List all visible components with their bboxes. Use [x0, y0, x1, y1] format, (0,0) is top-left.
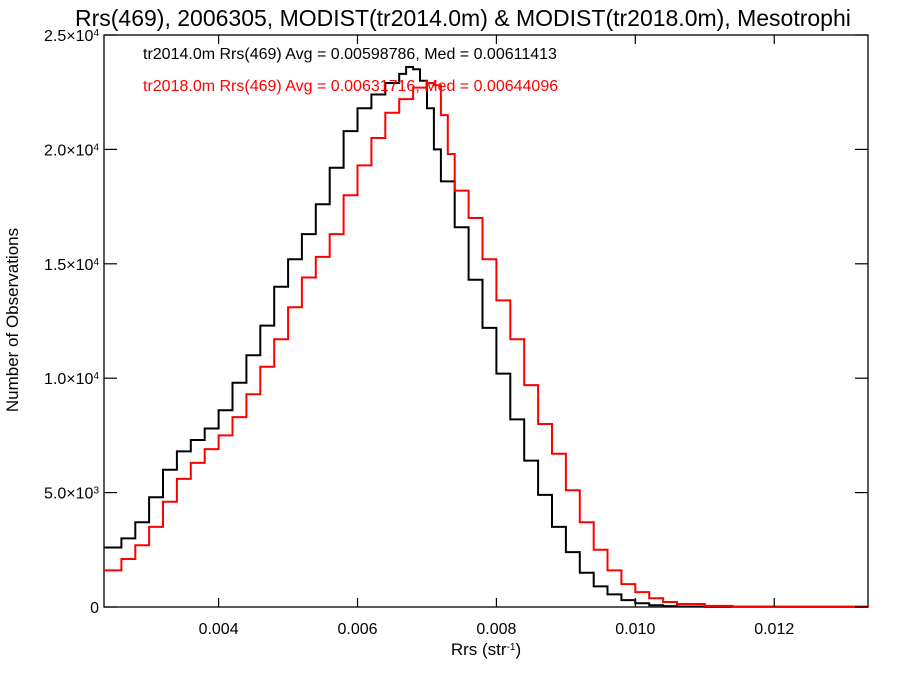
x-tick-label: 0.006 [337, 621, 377, 638]
legend-entry-tr2018: tr2018.0m Rrs(469) Avg = 0.00631716, Med… [143, 78, 558, 95]
series-line-0 [104, 66, 869, 608]
x-tick-label: 0.008 [476, 621, 516, 638]
y-tick-label: 1.5×104 [44, 256, 99, 274]
series-line-1 [104, 82, 869, 608]
y-axis-label: Number of Observations [3, 228, 22, 412]
y-tick-label: 0 [90, 600, 99, 617]
chart-title: Rrs(469), 2006305, MODIST(tr2014.0m) & M… [75, 5, 851, 31]
plot-area [103, 34, 869, 608]
x-tick-labels: 0.004 0.006 0.008 0.010 0.012 [199, 621, 795, 638]
x-tick-label: 0.004 [199, 621, 239, 638]
y-tick-label: 1.0×104 [44, 371, 99, 389]
tick-layer [104, 34, 868, 608]
y-tick-label: 5.0×103 [44, 485, 99, 503]
x-tick-label: 0.010 [615, 621, 655, 638]
plot-frame [103, 34, 869, 608]
y-tick-labels: 0 5.0×103 1.0×104 1.5×104 2.0×104 2.5×104 [44, 28, 99, 618]
y-tick-label: 2.0×104 [44, 142, 99, 160]
series-layer [104, 66, 869, 608]
y-tick-label: 2.5×104 [44, 28, 99, 46]
x-axis-label: Rrs (str-1) [451, 640, 521, 659]
legend-entry-tr2014: tr2014.0m Rrs(469) Avg = 0.00598786, Med… [143, 46, 557, 63]
x-tick-label: 0.012 [754, 621, 794, 638]
